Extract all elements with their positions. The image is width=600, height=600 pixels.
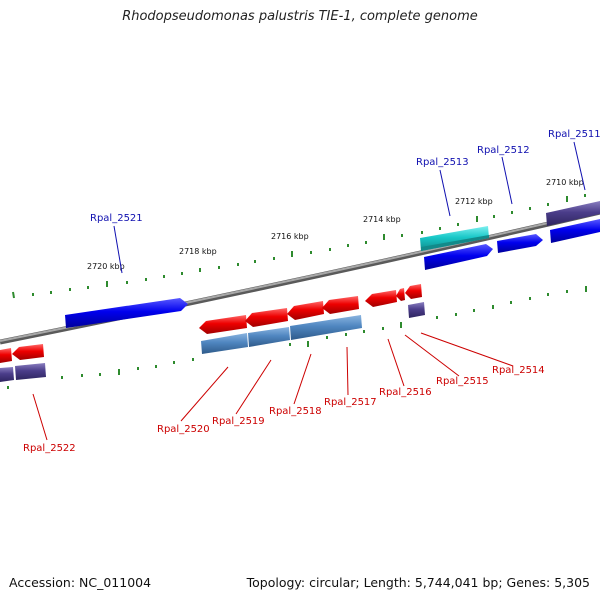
gene-label-rpal-2515[interactable]: Rpal_2515 xyxy=(436,376,489,387)
cds-rpal-2521[interactable] xyxy=(65,298,188,328)
gene-label-rpal-2511[interactable]: Rpal_2511 xyxy=(548,129,600,140)
cds-rpal-2517[interactable] xyxy=(322,296,359,314)
gene-label-rpal-2520[interactable]: Rpal_2520 xyxy=(157,424,210,435)
reverse-features xyxy=(0,284,425,382)
gene-label-rpal-2512[interactable]: Rpal_2512 xyxy=(477,145,530,156)
gene-bar-rpal-2519 xyxy=(248,327,290,347)
scale-label-2710: 2710 kbp xyxy=(546,178,584,187)
cds-rpal-2522b[interactable] xyxy=(0,348,12,363)
gene-bar-rpal-2511 xyxy=(546,201,600,226)
scale-label-2720: 2720 kbp xyxy=(87,262,125,271)
gene-bar-rpal-2522 xyxy=(15,363,46,380)
map-title: Rhodopseudomonas palustris TIE-1, comple… xyxy=(122,9,478,24)
leader-rpal-2514 xyxy=(420,332,514,367)
gene-bar-rpal-2513 xyxy=(421,235,489,251)
cds-rpal-2512[interactable] xyxy=(497,234,543,253)
leader-rpal-2513 xyxy=(439,169,451,217)
label-leaders xyxy=(32,141,586,441)
gene-bar-rpal-2517-2518 xyxy=(290,315,362,340)
cds-rpal-2520[interactable] xyxy=(199,315,247,334)
cds-rpal-2515[interactable] xyxy=(396,288,405,301)
gene-labels: Rpal_2511 Rpal_2512 Rpal_2513 Rpal_2514 … xyxy=(23,129,600,454)
gene-label-rpal-2513[interactable]: Rpal_2513 xyxy=(416,157,469,168)
leader-rpal-2518 xyxy=(293,353,312,405)
gene-bar-rpal-2522b xyxy=(0,367,14,382)
gene-label-rpal-2521[interactable]: Rpal_2521 xyxy=(90,213,143,224)
cds-rpal-2519[interactable] xyxy=(245,308,288,327)
scale-label-2712: 2712 kbp xyxy=(455,197,493,206)
gene-label-rpal-2522[interactable]: Rpal_2522 xyxy=(23,443,76,454)
leader-rpal-2519 xyxy=(235,359,272,415)
leader-rpal-2520 xyxy=(180,366,229,422)
cds-rpal-2513[interactable] xyxy=(424,244,493,270)
gene-label-rpal-2516[interactable]: Rpal_2516 xyxy=(379,387,432,398)
leader-rpal-2522 xyxy=(32,393,48,441)
scale-label-2718: 2718 kbp xyxy=(179,247,217,256)
cds-rpal-2518[interactable] xyxy=(287,301,324,320)
gene-label-rpal-2514[interactable]: Rpal_2514 xyxy=(492,365,545,376)
reverse-scale-ticks xyxy=(7,286,587,389)
scale-label-2716: 2716 kbp xyxy=(271,232,309,241)
cds-rpal-2516[interactable] xyxy=(365,290,397,307)
cds-rpal-2522[interactable] xyxy=(12,344,44,360)
cds-rpal-2514[interactable] xyxy=(405,284,422,299)
scale-label-2714: 2714 kbp xyxy=(363,215,401,224)
topology-text: Topology: circular; Length: 5,744,041 bp… xyxy=(246,575,590,590)
leader-rpal-2515 xyxy=(404,334,460,377)
forward-features xyxy=(65,201,600,328)
cds-rpal-2511[interactable] xyxy=(550,219,600,243)
gene-label-rpal-2518[interactable]: Rpal_2518 xyxy=(269,406,322,417)
gene-label-rpal-2517[interactable]: Rpal_2517 xyxy=(324,397,377,408)
gene-bar-rpal-2520 xyxy=(201,333,248,354)
leader-rpal-2511 xyxy=(573,141,586,191)
leader-rpal-2521 xyxy=(113,225,123,274)
gene-bar-rpal-2514 xyxy=(408,302,425,318)
forward-scale-ticks xyxy=(12,194,586,299)
leader-rpal-2512 xyxy=(501,156,513,205)
accession-text: Accession: NC_011004 xyxy=(9,575,152,590)
leader-rpal-2516 xyxy=(387,338,405,387)
gene-label-rpal-2519[interactable]: Rpal_2519 xyxy=(212,416,265,427)
leader-rpal-2517 xyxy=(346,346,349,396)
